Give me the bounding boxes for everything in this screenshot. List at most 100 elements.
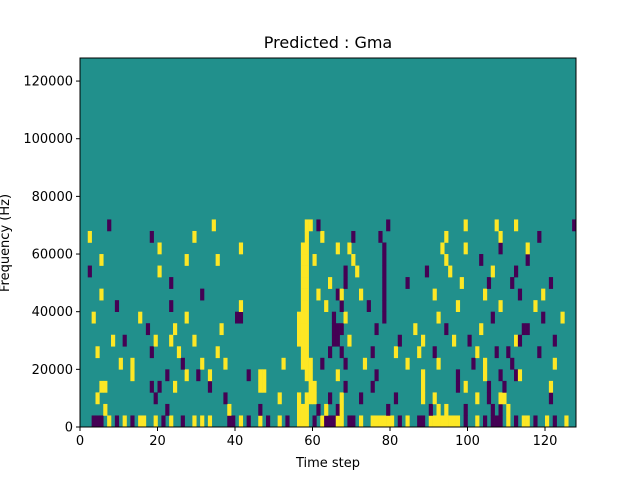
heatmap-cell — [440, 415, 445, 428]
heatmap-cell — [227, 403, 232, 416]
heatmap-cell — [300, 357, 306, 370]
heatmap-cell — [238, 242, 244, 255]
y-tick-label: 60000 — [32, 248, 73, 263]
heatmap-cells — [87, 219, 577, 428]
heatmap-cell — [157, 265, 162, 278]
heatmap-cell — [122, 334, 127, 347]
x-tick-label: 100 — [455, 434, 480, 449]
heatmap-cell — [541, 311, 546, 324]
heatmap-cell — [149, 380, 154, 393]
heatmap-cell — [114, 300, 120, 312]
heatmap-cell — [424, 265, 430, 278]
heatmap-cell — [355, 265, 360, 278]
heatmap-cell — [374, 323, 379, 336]
chart-title: Predicted : Gma — [264, 33, 392, 52]
heatmap-cell — [339, 403, 344, 416]
heatmap-cell — [312, 254, 317, 266]
heatmap-cell — [246, 415, 251, 428]
heatmap-cell — [285, 415, 290, 428]
heatmap-cell — [498, 369, 503, 382]
heatmap-cell — [130, 415, 135, 428]
heatmap-cell — [463, 219, 468, 232]
heatmap-cell — [142, 415, 147, 428]
heatmap-cell — [351, 415, 356, 428]
heatmap-cell — [494, 346, 499, 359]
heatmap-cell — [444, 403, 449, 416]
heatmap-cell — [533, 415, 538, 428]
heatmap-cell — [320, 357, 325, 370]
heatmap-cell — [452, 334, 457, 347]
heatmap-cell — [382, 288, 387, 301]
heatmap-cell — [548, 380, 554, 393]
heatmap-cell — [514, 369, 519, 382]
heatmap-cell — [463, 403, 468, 416]
heatmap-cell — [525, 415, 530, 428]
heatmap-cell — [99, 254, 104, 266]
heatmap-cell — [370, 346, 375, 359]
heatmap-cell — [494, 219, 499, 232]
heatmap-cell — [343, 311, 348, 324]
heatmap-cell — [331, 334, 337, 347]
heatmap-cell — [440, 242, 445, 255]
heatmap-cell — [483, 357, 488, 370]
heatmap-cell — [304, 242, 309, 255]
heatmap-cell — [382, 277, 387, 289]
heatmap-cell — [390, 415, 395, 428]
y-tick-label: 0 — [65, 421, 73, 436]
heatmap-cell — [316, 288, 321, 301]
heatmap-cell — [312, 392, 317, 405]
heatmap-cell — [378, 415, 383, 428]
heatmap-cell — [231, 415, 236, 428]
heatmap-cell — [153, 415, 158, 428]
heatmap-cell — [490, 265, 495, 278]
heatmap-cell — [428, 403, 433, 416]
heatmap-cell — [219, 323, 224, 336]
heatmap-cell — [192, 334, 197, 347]
heatmap-cell — [421, 380, 426, 393]
heatmap-cell — [192, 415, 197, 428]
heatmap-cell — [215, 346, 220, 359]
heatmap-cell — [281, 357, 286, 370]
heatmap-cell — [180, 415, 185, 428]
heatmap-cell — [382, 265, 387, 278]
heatmap-cell — [95, 346, 100, 359]
heatmap-cell — [118, 357, 123, 370]
heatmap-cell — [479, 254, 484, 266]
heatmap-cell — [490, 403, 495, 416]
heatmap-cell — [95, 415, 100, 428]
heatmap-cell — [308, 392, 313, 405]
heatmap-cell — [432, 415, 437, 428]
heatmap-cell — [560, 311, 565, 324]
heatmap-cell — [297, 311, 302, 324]
heatmap-cell — [207, 369, 213, 382]
heatmap-cell — [304, 346, 309, 359]
heatmap-cell — [436, 403, 441, 416]
x-tick-label: 40 — [227, 434, 244, 449]
heatmap-cell — [308, 380, 313, 393]
heatmap-cell — [297, 334, 302, 347]
heatmap-cell — [521, 415, 526, 428]
heatmap-cell — [370, 380, 375, 393]
heatmap-cell — [157, 242, 162, 255]
heatmap-cell — [304, 369, 309, 382]
heatmap-cell — [304, 357, 309, 370]
heatmap-cell — [215, 254, 220, 266]
heatmap-cell — [335, 415, 340, 428]
heatmap-cell — [514, 415, 519, 428]
heatmap-cell — [393, 346, 399, 359]
heatmap-cell — [417, 415, 422, 428]
heatmap-cell — [304, 323, 309, 336]
heatmap-cell — [514, 334, 519, 347]
heatmap-cell — [223, 357, 228, 370]
heatmap-cell — [300, 288, 306, 301]
heatmap-cell — [339, 288, 344, 301]
heatmap-cell — [521, 323, 526, 336]
heatmap-cell — [157, 380, 162, 393]
heatmap-cell — [417, 346, 422, 359]
heatmap-cell — [502, 392, 507, 405]
heatmap-cell — [258, 415, 263, 428]
y-tick-label: 40000 — [32, 305, 73, 320]
heatmap-cell — [161, 415, 166, 428]
heatmap-cell — [537, 346, 542, 359]
heatmap-cell — [339, 392, 344, 405]
